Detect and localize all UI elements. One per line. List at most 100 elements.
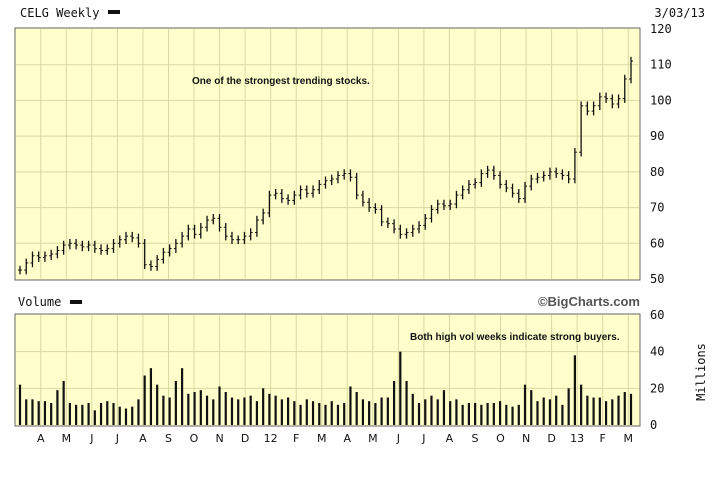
price-bar [61,240,66,255]
price-bar [248,228,253,241]
volume-bar [162,395,165,425]
month-tick-label: D [241,432,249,445]
price-bar [80,240,85,252]
price-bar [629,56,633,84]
price-bar [317,180,322,194]
volume-bar [93,410,96,425]
volume-bar [474,403,477,425]
volume-bar [523,384,527,425]
price-bar [18,265,22,275]
volume-bar [249,395,252,425]
price-bar [622,74,627,103]
price-bar [448,199,453,211]
volume-bar [386,397,389,425]
volume-bar [567,388,570,425]
volume-bar [262,388,265,425]
price-bar [572,147,577,184]
price-bar [117,235,122,248]
price-tick-label: 100 [650,93,672,107]
price-bar [610,94,615,109]
volume-bar [511,406,514,425]
price-bar [236,235,241,244]
price-bar [42,251,47,262]
price-bar [86,240,91,252]
volume-bar [106,401,109,425]
volume-bar [156,384,159,425]
price-bar [348,169,353,182]
volume-bar [374,403,377,425]
price-bar [286,194,291,205]
volume-bar [580,384,583,425]
volume-bar [149,368,153,425]
price-bar [36,251,41,262]
price-bar [242,231,247,244]
volume-bar [436,399,439,425]
volume-bar [505,404,508,425]
volume-bar [430,395,433,425]
volume-annotation: Both high vol weeks indicate strong buye… [410,332,620,343]
volume-bar [31,399,34,425]
price-axis: 50 60 70 80 90 100 110 120 [650,22,672,286]
price-bar [223,222,228,241]
volume-bar [417,403,421,425]
price-bar [604,92,609,103]
volume-bar [193,392,196,425]
price-tick-label: 60 [650,236,664,250]
volume-bar [112,403,115,425]
volume-bar [43,401,47,425]
price-bar [198,222,203,239]
volume-bar [174,381,177,425]
price-bar [49,249,54,261]
price-bar [466,180,471,194]
volume-bar [455,399,458,425]
volume-bar [305,399,308,425]
price-bar [335,171,340,184]
volume-bar [37,401,40,425]
price-bar [510,183,515,198]
month-tick-label: J [421,432,425,445]
price-bar [292,190,297,205]
volume-bar [461,404,464,425]
volume-bar [268,393,271,425]
volume-grid [16,315,639,425]
price-bar [279,189,284,203]
price-bar [192,224,197,239]
volume-bar [542,397,545,425]
price-bar [560,169,565,180]
month-tick-label: M [317,432,327,445]
volume-bar [530,390,533,425]
volume-axis: 0 20 40 60 [650,308,664,432]
volume-bar [449,401,452,425]
price-bar [373,203,378,214]
price-bar [304,185,309,198]
month-tick-label: O [190,432,199,445]
volume-bar [87,403,90,425]
price-bar [367,197,372,212]
brand-label: ©BigCharts.com [538,294,640,309]
volume-bar [25,399,28,425]
month-tick-label: N [522,432,530,445]
volume-tick-label: 20 [650,381,664,395]
price-plot-area [14,27,641,281]
price-bar [354,172,359,200]
month-tick-label: F [600,432,606,445]
volume-bar [467,403,470,425]
volume-bar [392,381,396,425]
volume-bar [573,355,576,425]
volume-tick-label: 40 [650,345,664,359]
month-tick-label: 13 [570,432,584,445]
volume-bar [555,395,558,425]
month-tick-label: A [344,432,352,445]
price-bar [92,240,97,253]
price-bar [360,190,365,207]
price-bar [180,231,185,248]
price-bar [535,172,540,184]
volume-bar [199,390,202,425]
series-legend-swatch [108,10,120,14]
price-bar [99,244,104,255]
price-tick-label: 120 [650,22,672,36]
price-bar [161,247,166,264]
volume-bar [604,401,608,425]
month-tick-label: F [293,432,299,445]
